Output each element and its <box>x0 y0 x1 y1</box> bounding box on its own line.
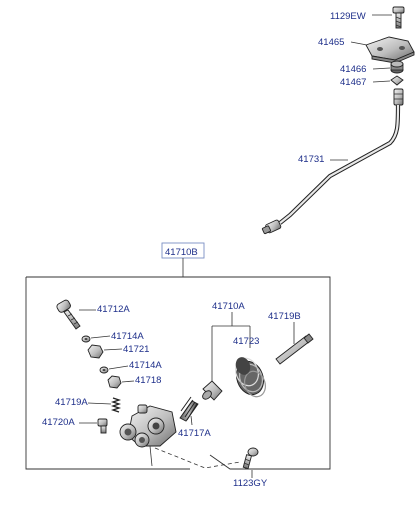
leader-41467 <box>372 80 391 83</box>
leader-41717A <box>190 415 193 426</box>
label-41465: 41465 <box>318 37 344 48</box>
label-41721: 41721 <box>123 344 149 355</box>
label-41714A-lower: 41714A <box>129 360 162 371</box>
label-41710A: 41710A <box>212 301 245 312</box>
label-41717A: 41717A <box>178 428 211 439</box>
label-41712A: 41712A <box>97 304 130 315</box>
label-41710B: 41710B <box>165 247 198 258</box>
leader-41718 <box>121 380 135 383</box>
washer-41714A-upper <box>81 335 91 343</box>
boot-41717A <box>179 396 199 422</box>
leader-41714A-upper <box>90 335 111 339</box>
spring-41719A <box>110 397 122 413</box>
label-41466: 41466 <box>340 64 366 75</box>
leader-41719A <box>87 402 112 405</box>
cap-nut-41721 <box>87 344 104 359</box>
label-41718: 41718 <box>135 375 161 386</box>
label-41720A: 41720A <box>42 417 75 428</box>
grommet-41466 <box>390 60 404 74</box>
leader-41466 <box>372 67 391 70</box>
dashed-link <box>154 447 241 469</box>
pipe-41731 <box>261 88 404 235</box>
leader-41465 <box>350 41 368 46</box>
nut-41718 <box>107 375 122 389</box>
bleeder-screw-41712A <box>56 299 81 330</box>
fitting-41720A <box>97 418 108 434</box>
bellows-41723 <box>235 357 266 398</box>
bracket-41465 <box>365 36 415 64</box>
washer-41467 <box>390 75 404 86</box>
cylinder-body <box>119 404 177 467</box>
leader-41714A-lower <box>108 365 129 370</box>
assembly-outline <box>26 276 331 470</box>
label-41719B: 41719B <box>268 311 301 322</box>
label-41719A: 41719A <box>55 397 88 408</box>
push-rod-41719B <box>275 333 314 365</box>
label-1129EW: 1129EW <box>330 11 366 22</box>
bolt-1129EW <box>392 6 405 29</box>
label-41723: 41723 <box>233 336 259 347</box>
leader-41710A <box>211 312 251 383</box>
label-41467: 41467 <box>340 77 366 88</box>
piston-41710A <box>202 380 223 401</box>
bolt-1123GY <box>242 447 259 470</box>
leader-41721 <box>103 348 123 351</box>
label-41731: 41731 <box>298 154 324 165</box>
label-1123GY: 1123GY <box>233 478 268 489</box>
label-41714A-upper: 41714A <box>111 331 144 342</box>
washer-41714A-lower <box>99 366 109 374</box>
